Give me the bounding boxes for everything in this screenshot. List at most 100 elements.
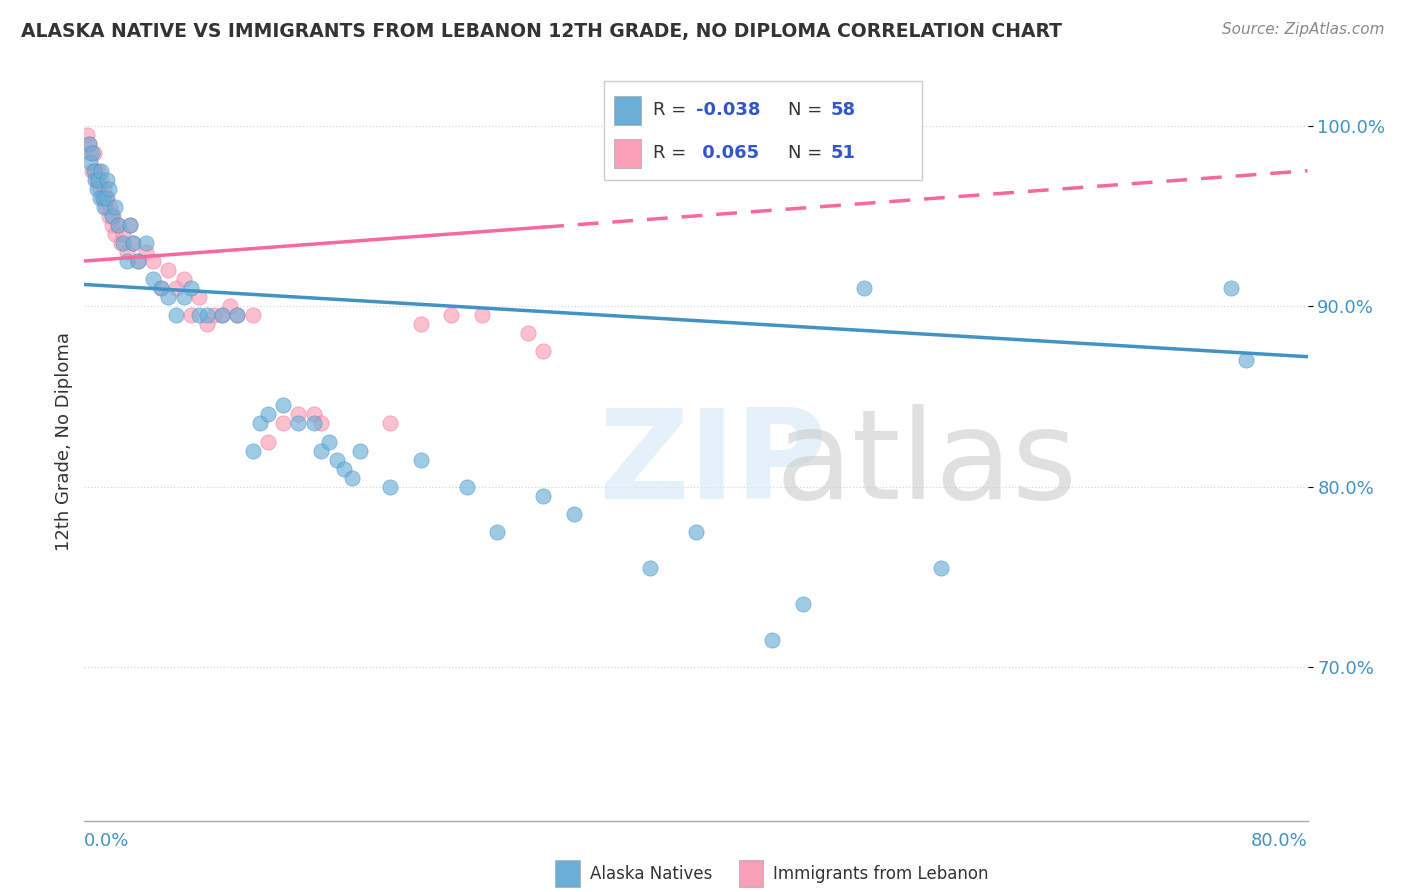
Point bbox=[96, 173, 118, 187]
Point bbox=[90, 163, 112, 178]
Point bbox=[173, 290, 195, 304]
Point bbox=[929, 561, 952, 575]
Point bbox=[853, 281, 876, 295]
Point bbox=[409, 452, 432, 467]
Point bbox=[127, 254, 149, 268]
Point bbox=[79, 145, 101, 160]
Point bbox=[287, 417, 309, 431]
Point bbox=[211, 308, 233, 322]
Point bbox=[101, 209, 124, 223]
Point bbox=[302, 417, 325, 431]
Point bbox=[135, 235, 157, 250]
Point bbox=[271, 399, 294, 413]
Bar bbox=[738, 861, 763, 887]
Point bbox=[249, 417, 271, 431]
Text: N =: N = bbox=[787, 145, 828, 162]
Text: 0.065: 0.065 bbox=[696, 145, 759, 162]
Point bbox=[149, 281, 172, 295]
Point bbox=[86, 182, 108, 196]
Point bbox=[79, 154, 101, 169]
Point bbox=[86, 173, 108, 187]
Point bbox=[91, 191, 114, 205]
Point bbox=[257, 434, 280, 449]
Point bbox=[349, 443, 371, 458]
Point bbox=[257, 408, 280, 422]
FancyBboxPatch shape bbox=[605, 81, 922, 180]
Text: ALASKA NATIVE VS IMMIGRANTS FROM LEBANON 12TH GRADE, NO DIPLOMA CORRELATION CHAR: ALASKA NATIVE VS IMMIGRANTS FROM LEBANON… bbox=[21, 22, 1062, 41]
Y-axis label: 12th Grade, No Diploma: 12th Grade, No Diploma bbox=[55, 332, 73, 551]
Text: ZIP: ZIP bbox=[598, 404, 827, 524]
Point bbox=[120, 218, 142, 232]
Point bbox=[93, 182, 115, 196]
Point bbox=[107, 218, 129, 232]
Point bbox=[90, 173, 112, 187]
Point bbox=[195, 317, 218, 331]
Point bbox=[101, 218, 124, 232]
Point bbox=[142, 254, 165, 268]
Point bbox=[96, 191, 118, 205]
Point bbox=[115, 254, 138, 268]
Bar bbox=[614, 139, 641, 168]
Point bbox=[409, 317, 432, 331]
Point bbox=[792, 597, 814, 611]
Point bbox=[340, 470, 363, 484]
Point bbox=[242, 308, 264, 322]
Point bbox=[165, 281, 187, 295]
Point bbox=[115, 244, 138, 259]
Text: Immigrants from Lebanon: Immigrants from Lebanon bbox=[773, 864, 988, 883]
Point bbox=[122, 235, 145, 250]
Point bbox=[103, 209, 125, 223]
Point bbox=[226, 308, 249, 322]
Point bbox=[516, 326, 538, 341]
Point bbox=[188, 290, 211, 304]
Point bbox=[94, 191, 117, 205]
Point bbox=[84, 163, 107, 178]
Point bbox=[531, 489, 554, 503]
Point bbox=[110, 235, 132, 250]
Text: 58: 58 bbox=[831, 101, 856, 120]
Point bbox=[226, 308, 249, 322]
Text: 0.0%: 0.0% bbox=[84, 832, 129, 850]
Point bbox=[89, 191, 111, 205]
Point bbox=[104, 227, 127, 241]
Point bbox=[195, 308, 218, 322]
Point bbox=[157, 290, 180, 304]
Point bbox=[471, 308, 494, 322]
Point bbox=[325, 452, 347, 467]
Point bbox=[761, 633, 783, 648]
Point bbox=[87, 163, 110, 178]
Point bbox=[87, 173, 110, 187]
Point bbox=[318, 434, 340, 449]
Point bbox=[562, 507, 585, 521]
Point bbox=[188, 308, 211, 322]
Text: 51: 51 bbox=[831, 145, 855, 162]
Point bbox=[302, 408, 325, 422]
Point bbox=[333, 461, 356, 475]
Point bbox=[180, 308, 202, 322]
Point bbox=[211, 308, 233, 322]
Point bbox=[77, 136, 100, 151]
Text: Alaska Natives: Alaska Natives bbox=[589, 864, 711, 883]
Point bbox=[111, 227, 134, 241]
Point bbox=[120, 218, 142, 232]
Bar bbox=[614, 95, 641, 125]
Point bbox=[97, 182, 120, 196]
Text: N =: N = bbox=[787, 101, 828, 120]
Point bbox=[242, 443, 264, 458]
Point bbox=[1220, 281, 1243, 295]
Point bbox=[94, 200, 117, 214]
Point bbox=[271, 417, 294, 431]
Text: Source: ZipAtlas.com: Source: ZipAtlas.com bbox=[1222, 22, 1385, 37]
Point bbox=[97, 209, 120, 223]
Point bbox=[149, 281, 172, 295]
Point bbox=[638, 561, 661, 575]
Point bbox=[165, 308, 187, 322]
Point bbox=[311, 417, 333, 431]
Point bbox=[111, 235, 134, 250]
Point bbox=[180, 281, 202, 295]
Point bbox=[80, 145, 103, 160]
Point bbox=[83, 163, 105, 178]
Point bbox=[531, 344, 554, 359]
Point bbox=[80, 163, 103, 178]
Point bbox=[89, 182, 111, 196]
